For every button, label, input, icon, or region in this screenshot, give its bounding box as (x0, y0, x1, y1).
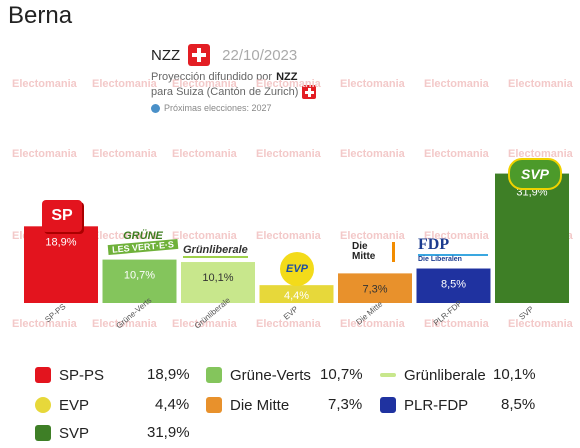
watermark-text: Electomania (172, 318, 237, 330)
legend-value: 18,9% (147, 366, 190, 383)
gruene-logo-icon (206, 367, 222, 383)
bar-value-label: 4,4% (284, 290, 309, 302)
svp-logo-icon (35, 425, 51, 441)
swiss-flag-small-icon (302, 85, 317, 99)
grunliberale-logo-icon (380, 373, 396, 377)
watermark-text: Electomania (172, 230, 237, 242)
watermark-text: Electomania (92, 148, 157, 160)
legend-name: Grünliberale (404, 366, 486, 384)
watermark-text: Electomania (12, 318, 77, 330)
legend-name: PLR-FDP (404, 396, 469, 414)
mitte-logo: Die Mitte (352, 242, 395, 262)
bar-plr-fdp (416, 268, 491, 303)
next-elections: Próximas elecciones: 2027 (164, 103, 272, 113)
projection-line: Proyección difundido por NZZ (151, 71, 371, 83)
legend-item-svp: SVP (35, 422, 89, 444)
watermark-text: Electomania (508, 318, 573, 330)
watermark-text: Electomania (340, 78, 405, 90)
bar-svp (495, 173, 569, 303)
watermark-text: Electomania (424, 148, 489, 160)
watermark-text: Electomania (256, 230, 321, 242)
x-tick-label: SP-PS (43, 302, 67, 324)
projection-source: NZZ (276, 71, 298, 83)
legend-item-evp: EVP (35, 394, 89, 416)
source-name: NZZ (151, 46, 181, 64)
bar-gr-ne-verts (102, 259, 177, 303)
legend-value: 7,3% (328, 396, 363, 413)
svp-logo: SVP (508, 158, 562, 190)
projection-text: Proyección difundido por (151, 71, 273, 83)
legend-item-sp-ps: SP-PS (35, 364, 104, 386)
projection-region: para Suiza (Cantón de Zurich) (151, 86, 299, 98)
watermark-text: Electomania (508, 78, 573, 90)
legend-value: 10,1% (493, 366, 536, 383)
legend-item-gruene-verts: Grüne-Verts (206, 364, 311, 386)
bar-value-label: 10,1% (202, 272, 233, 284)
watermark-text: Electomania (256, 318, 321, 330)
globe-icon (151, 103, 160, 113)
watermark-text: Electomania (508, 148, 573, 160)
watermark-text: Electomania (340, 230, 405, 242)
fdp-logo-top: FDP (418, 236, 450, 253)
poll-date: 22/10/2023 (222, 46, 298, 64)
watermark-text: Electomania (92, 230, 157, 242)
bar-value-label: 10,7% (124, 270, 155, 282)
watermark-text: Electomania (92, 78, 157, 90)
fdp-logo: FDP Die Liberalen (418, 236, 488, 263)
watermark-text: Electomania (256, 148, 321, 160)
legend-name: SVP (59, 424, 90, 442)
bar-evp (259, 285, 334, 303)
swiss-flag-icon (188, 44, 211, 66)
bar-value-label: 8,5% (441, 279, 466, 291)
region-line: para Suiza (Cantón de Zurich) (151, 85, 371, 99)
page-title: Berna (8, 2, 73, 29)
x-tick-label: SVP (517, 304, 535, 321)
grunliberale-logo: Grünliberale (183, 244, 248, 258)
legend-value: 10,7% (320, 366, 363, 383)
watermark-text: Electomania (340, 318, 405, 330)
source-header: NZZ 22/10/2023 Proyección difundido por N… (151, 42, 371, 113)
watermark-text: Electomania (172, 148, 237, 160)
watermark-text: Electomania (12, 78, 77, 90)
gruene-logo: GRÜNE LES VERT·E·S (107, 230, 179, 262)
legend-name: Grüne-Verts (230, 366, 311, 384)
fdp-logo-bottom: Die Liberalen (418, 254, 488, 263)
legend-value: 8,5% (501, 396, 536, 413)
legend-name: SP-PS (59, 366, 105, 384)
watermark-text: Electomania (340, 148, 405, 160)
bar-value-label: 18,9% (45, 236, 76, 248)
bar-sp-ps (24, 226, 98, 303)
mitte-logo-icon (206, 397, 222, 413)
fdp-logo-icon (380, 397, 396, 413)
watermark-text: Electomania (172, 78, 237, 90)
legend-name: Die Mitte (230, 396, 290, 414)
bar-value-label: 7,3% (362, 283, 387, 295)
watermark-text: Electomania (92, 318, 157, 330)
legend-value: 31,9% (147, 424, 190, 441)
watermark-text: Electomania (424, 318, 489, 330)
gruene-logo-top: GRÜNE (123, 230, 163, 242)
legend-item-plr-fdp: PLR-FDP (380, 394, 468, 416)
watermark-text: Electomania (256, 78, 321, 90)
evp-logo-text: EVP (285, 263, 308, 275)
bar-chart: 18,9%SP-PS10,7%Grüne-Verts10,1%Grünliber… (24, 173, 569, 331)
x-tick-label: EVP (282, 304, 300, 321)
legend-item-grunliberale: Grünliberale (380, 364, 486, 386)
svp-logo-text: SVP (520, 166, 549, 182)
watermark-text: Electomania (12, 148, 77, 160)
sp-logo: SP (42, 200, 82, 232)
watermark-text: Electomania (424, 230, 489, 242)
sp-logo-icon (35, 367, 51, 383)
bar-die-mitte (338, 273, 412, 303)
legend-value: 4,4% (155, 396, 190, 413)
bar-gr-nliberale (181, 262, 255, 303)
legend-item-die-mitte: Die Mitte (206, 394, 289, 416)
evp-logo-icon (35, 397, 51, 413)
watermark-text: Electomania (424, 78, 489, 90)
sp-logo-text: SP (51, 207, 73, 224)
legend-name: EVP (59, 396, 90, 414)
next-elections-line: Próximas elecciones: 2027 (151, 103, 371, 113)
evp-logo: EVP (280, 252, 314, 286)
x-tick-label: Die Mitte (354, 299, 384, 327)
